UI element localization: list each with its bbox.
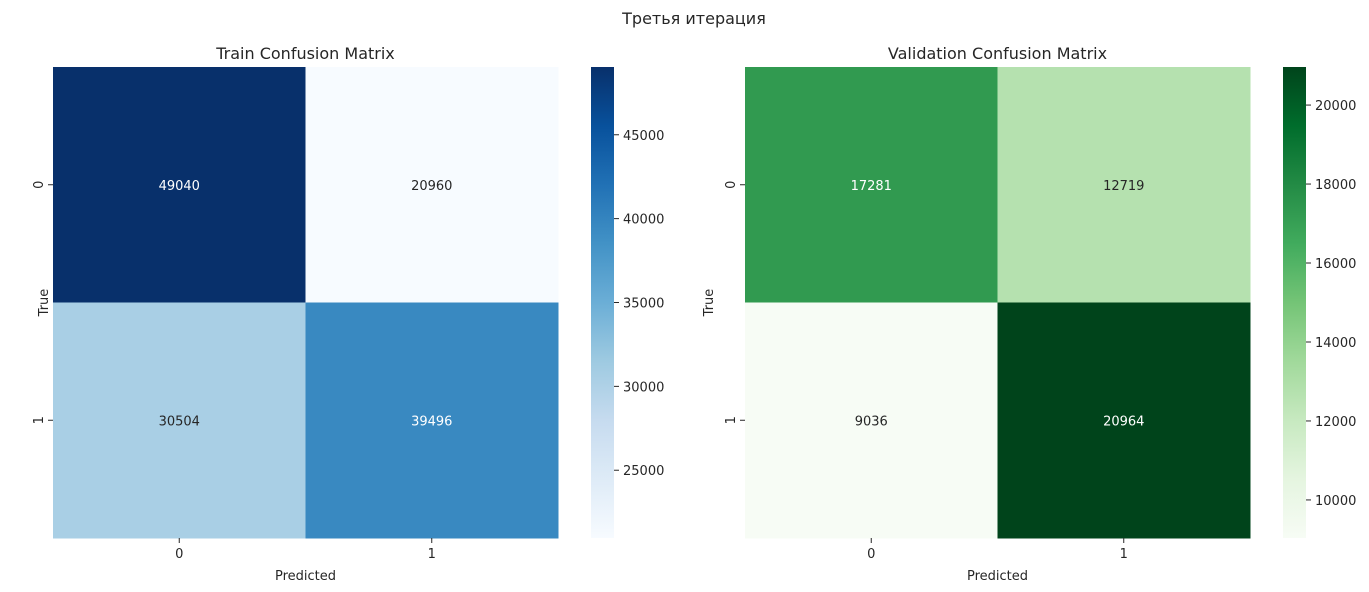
x-tick-label: 1 — [428, 547, 436, 562]
heatmap-cell — [53, 302, 306, 539]
heatmap-cell — [53, 67, 306, 303]
colorbar-tick-label: 30000 — [623, 380, 664, 395]
cell-value-label: 9036 — [855, 414, 888, 429]
colorbar-tick-label: 16000 — [1315, 257, 1356, 272]
colorbar-tick-label: 18000 — [1315, 178, 1356, 193]
heatmap-cell — [745, 302, 998, 539]
heatmap-cell — [305, 67, 559, 303]
heatmap-cell — [997, 302, 1251, 539]
y-axis-label: True — [37, 289, 52, 318]
colorbar-tick-label: 14000 — [1315, 336, 1356, 351]
x-axis-label: Predicted — [967, 569, 1028, 584]
colorbar — [591, 67, 614, 538]
y-tick-label: 1 — [724, 416, 739, 424]
x-tick-label: 0 — [867, 547, 875, 562]
train-confusion-panel: Train Confusion Matrix 49040 20960 30504 394… — [32, 44, 664, 584]
cell-value-label: 49040 — [159, 179, 200, 194]
colorbar-tick-label: 20000 — [1315, 99, 1356, 114]
heatmap-cell — [305, 302, 559, 539]
y-axis-label: True — [702, 289, 717, 318]
heatmap-cell — [745, 67, 998, 303]
cell-value-label: 17281 — [851, 179, 892, 194]
cell-value-label: 20960 — [411, 179, 452, 194]
cell-value-label: 39496 — [411, 414, 452, 429]
colorbar-tick-label: 45000 — [623, 129, 664, 144]
colorbar — [1283, 67, 1306, 538]
colorbar-tick-label: 35000 — [623, 297, 664, 312]
colorbar-tick-label: 40000 — [623, 213, 664, 228]
colorbar-tick-label: 12000 — [1315, 415, 1356, 430]
y-tick-label: 1 — [32, 416, 47, 424]
cell-value-label: 12719 — [1103, 179, 1144, 194]
figure-suptitle: Третья итерация — [621, 9, 766, 28]
heatmap-cell — [997, 67, 1251, 303]
validation-chart-title: Validation Confusion Matrix — [888, 44, 1107, 63]
cell-value-label: 30504 — [159, 414, 200, 429]
colorbar-tick-label: 25000 — [623, 464, 664, 479]
x-tick-label: 0 — [175, 547, 183, 562]
colorbar-tick-label: 10000 — [1315, 494, 1356, 509]
train-chart-title: Train Confusion Matrix — [215, 44, 395, 63]
validation-confusion-panel: Validation Confusion Matrix 17281 12719 903… — [702, 44, 1356, 584]
x-tick-label: 1 — [1120, 547, 1128, 562]
y-tick-label: 0 — [32, 181, 47, 189]
y-tick-label: 0 — [724, 181, 739, 189]
cell-value-label: 20964 — [1103, 414, 1144, 429]
x-axis-label: Predicted — [275, 569, 336, 584]
